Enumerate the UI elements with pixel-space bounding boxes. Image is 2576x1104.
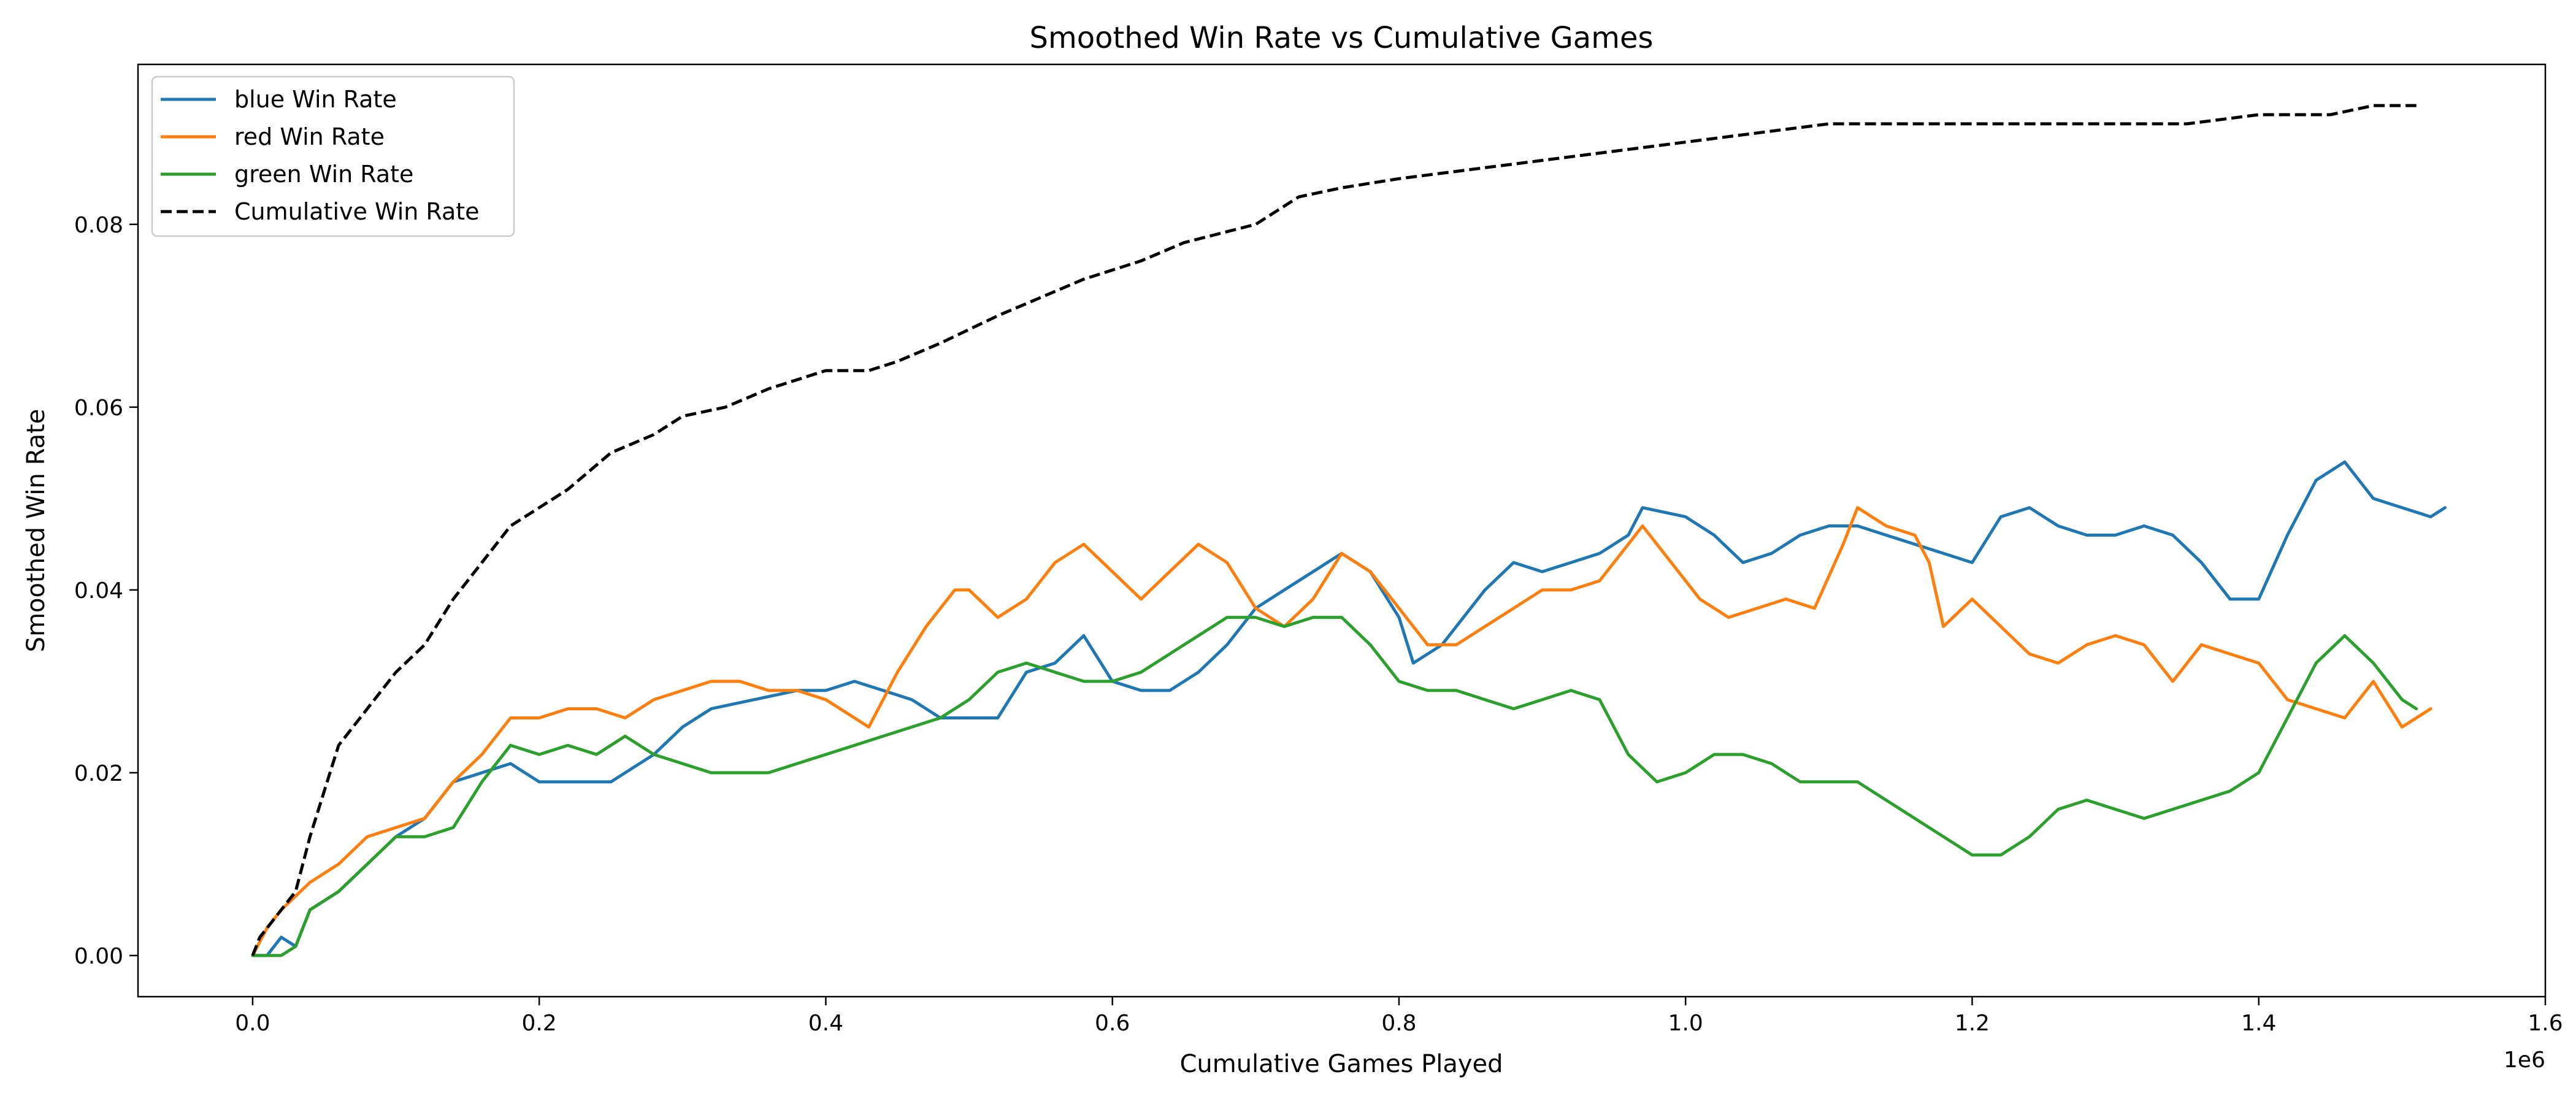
x-tick-label: 1.6 — [2528, 1011, 2563, 1036]
legend: blue Win Rate red Win Rate green Win Rate C… — [151, 75, 515, 237]
series-line-1 — [251, 506, 2432, 957]
plot-area — [137, 63, 2547, 998]
series-layer — [251, 104, 2447, 957]
y-tick-label: 0.06 — [74, 396, 123, 421]
y-tick-label: 0.08 — [74, 213, 123, 238]
legend-box — [151, 75, 515, 237]
plot-background — [138, 64, 2545, 997]
y-tick-label: 0.02 — [74, 761, 123, 786]
legend-label: blue Win Rate — [234, 86, 397, 113]
x-tick-label: 1.0 — [1668, 1011, 1703, 1036]
x-tick-label: 0.8 — [1381, 1011, 1416, 1036]
plot-frame — [137, 63, 2547, 998]
x-tick-label: 1.4 — [2241, 1011, 2276, 1036]
series-line-2 — [251, 616, 2418, 957]
x-tick-label: 0.0 — [235, 1011, 270, 1036]
legend-items: blue Win Rate red Win Rate green Win Rate C… — [161, 86, 480, 225]
x-tick-label: 0.6 — [1095, 1011, 1130, 1036]
x-axis-label: Cumulative Games Played — [1179, 1050, 1503, 1078]
chart-title: Smoothed Win Rate vs Cumulative Games — [1030, 21, 1654, 55]
y-tick-label: 0.00 — [74, 944, 123, 969]
legend-label: Cumulative Win Rate — [234, 198, 480, 225]
legend-label: green Win Rate — [234, 161, 413, 188]
y-axis: 0.00 0.02 0.04 0.06 0.08 — [74, 213, 138, 969]
y-tick-label: 0.04 — [74, 578, 123, 604]
legend-label: red Win Rate — [234, 123, 385, 150]
x-tick-label: 0.2 — [522, 1011, 557, 1036]
x-tick-label: 1.2 — [1955, 1011, 1990, 1036]
y-axis-label: Smoothed Win Rate — [22, 409, 50, 653]
x-axis: 0.0 0.2 0.4 0.6 0.8 1.0 1.2 1.4 1.6 — [235, 997, 2563, 1036]
x-tick-label: 0.4 — [808, 1011, 843, 1036]
x-axis-offset-label: 1e6 — [2504, 1048, 2545, 1073]
series-line-3 — [251, 104, 2417, 956]
